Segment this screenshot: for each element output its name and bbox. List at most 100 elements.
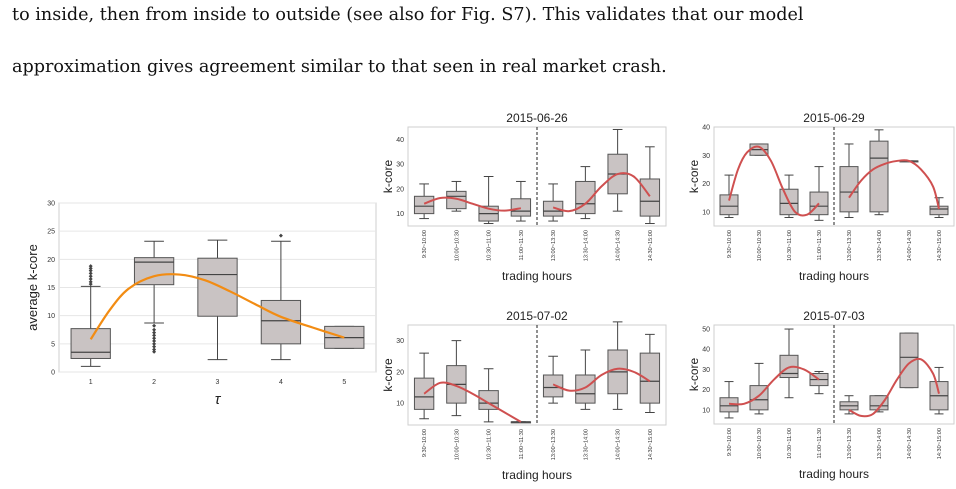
y-tick-label: 5	[51, 341, 55, 348]
box-1	[70, 264, 111, 367]
x-tick-label: 13:30~14:00	[877, 230, 883, 261]
y-tick-label: 20	[47, 257, 55, 264]
trend-curve	[552, 172, 651, 213]
x-tick-label: 10:30~11:00	[487, 230, 493, 261]
chart-title: 2015-06-29	[803, 111, 865, 125]
x-tick-label: 5	[342, 379, 346, 386]
chart-d0702: 10 20 30 9:30~10:00 10:00~10:30 10:30~11:00 11…	[381, 309, 667, 482]
outlier-point	[152, 327, 157, 332]
x-tick-label: 10:30~11:00	[787, 428, 793, 459]
box-4	[510, 180, 532, 222]
box-iqr	[70, 328, 111, 359]
box-iqr	[869, 140, 889, 213]
chart-title: 2015-07-03	[803, 309, 865, 323]
x-tick-label: 9:30~10:00	[422, 429, 428, 457]
box-6	[869, 129, 889, 216]
x-tick-label: 13:30~14:00	[583, 429, 589, 460]
box-3	[478, 176, 499, 225]
y-tick-label: 30	[702, 367, 710, 374]
y-tick-label: 15	[47, 285, 55, 292]
box-iqr	[478, 390, 499, 410]
x-tick-label: 10:00~10:30	[454, 230, 460, 261]
box-8	[929, 366, 949, 415]
y-tick-label: 40	[702, 125, 710, 132]
trend-curve	[848, 357, 940, 418]
x-tick-label: 14:30~15:00	[937, 428, 943, 459]
x-tick-label: 4	[279, 379, 283, 386]
outlier-point	[152, 336, 157, 341]
y-tick-label: 10	[396, 211, 404, 218]
outlier-point	[88, 268, 93, 273]
x-tick-label: 13:30~14:00	[583, 230, 589, 261]
outlier-point	[278, 233, 283, 238]
x-tick-label: 10:00~10:30	[757, 428, 763, 459]
x-tick-label: 10:00~10:30	[454, 429, 460, 460]
box-iqr	[197, 257, 238, 317]
chart-title: 2015-06-26	[506, 111, 568, 125]
y-tick-label: 10	[47, 313, 55, 320]
x-tick-label: 14:30~15:00	[937, 230, 943, 261]
y-tick-label: 20	[396, 186, 404, 193]
x-tick-label: 10:00~10:30	[757, 230, 763, 261]
y-tick-label: 40	[702, 347, 710, 354]
y-axis-label: k-core	[381, 358, 395, 392]
y-tick-label: 25	[47, 229, 55, 236]
trend-curve	[423, 196, 522, 212]
x-tick-label: 11:00~11:30	[817, 230, 823, 260]
x-tick-label: 11:00~11:30	[817, 428, 823, 458]
y-tick-label: 30	[396, 338, 404, 345]
x-tick-label: 14:00~14:30	[616, 230, 622, 261]
trend-curve	[728, 145, 820, 217]
outlier-point	[152, 333, 157, 338]
box-7	[899, 332, 919, 389]
x-tick-label: 14:00~14:30	[616, 429, 622, 460]
y-tick-label: 10	[396, 401, 404, 408]
x-tick-label: 1	[89, 379, 93, 386]
x-axis-label: τ	[215, 391, 222, 408]
outlier-point	[152, 347, 157, 352]
x-tick-label: 14:30~15:00	[648, 230, 654, 261]
x-tick-label: 10:30~11:00	[787, 230, 793, 261]
y-axis-label: k-core	[381, 160, 395, 194]
paragraph-line-1: to inside, then from inside to outside (…	[12, 5, 804, 25]
box-6	[575, 349, 596, 410]
x-tick-label: 10:30~11:00	[487, 429, 493, 460]
trend-curve	[89, 273, 345, 340]
y-tick-label: 20	[396, 369, 404, 376]
chart-main: 0 5 10 15 20 25 30 1 2 3 4 5 τ average k-core	[25, 201, 377, 408]
y-tick-label: 30	[396, 162, 404, 169]
outlier-point	[88, 274, 93, 279]
x-tick-label: 13:30~14:00	[877, 428, 883, 459]
x-tick-label: 13:00~13:30	[551, 230, 557, 261]
box-6	[869, 395, 889, 413]
box-iqr	[899, 332, 919, 389]
box-6	[575, 166, 596, 220]
x-tick-label: 13:00~13:30	[551, 429, 557, 460]
paragraph-line-2: approximation gives agreement similar to…	[12, 57, 667, 77]
outlier-point	[88, 277, 93, 282]
box-3	[197, 239, 238, 361]
x-tick-label: 14:00~14:30	[907, 230, 913, 261]
box-iqr	[639, 178, 661, 217]
y-tick-label: 0	[51, 370, 55, 377]
box-iqr	[413, 195, 435, 215]
y-tick-label: 30	[47, 201, 55, 208]
outlier-point	[152, 330, 157, 335]
x-axis-label: trading hours	[799, 467, 869, 481]
outlier-point	[88, 279, 93, 284]
outlier-point	[88, 282, 93, 287]
box-iqr	[542, 374, 564, 398]
y-tick-label: 20	[702, 181, 710, 188]
x-tick-label: 11:00~11:30	[519, 230, 525, 260]
box-2	[446, 180, 467, 212]
outlier-point	[88, 271, 93, 276]
y-axis-label: k-core	[687, 358, 701, 392]
x-tick-label: 13:00~13:30	[847, 428, 853, 459]
outlier-point	[88, 264, 93, 269]
x-axis-label: trading hours	[502, 468, 572, 482]
y-tick-label: 20	[702, 387, 710, 394]
box-iqr	[575, 374, 596, 404]
x-tick-label: 14:00~14:30	[907, 428, 913, 459]
trend-curve	[848, 159, 940, 210]
trend-curve	[423, 381, 522, 423]
